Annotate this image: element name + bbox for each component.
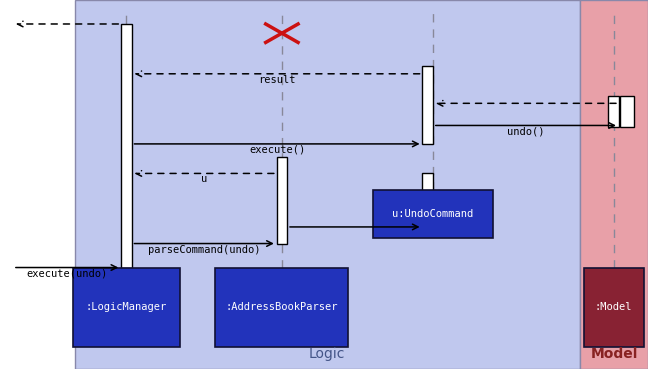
Bar [75,0,580,369]
Bar [580,0,648,369]
FancyBboxPatch shape [608,96,619,127]
Text: :AddressBookParser: :AddressBookParser [226,302,338,312]
Text: execute(): execute() [249,145,305,155]
Text: Model: Model [590,347,638,361]
Text: u: u [201,175,207,184]
FancyBboxPatch shape [583,268,643,347]
Text: parseCommand(undo): parseCommand(undo) [148,245,260,255]
Text: u:UndoCommand: u:UndoCommand [392,209,474,219]
FancyBboxPatch shape [373,190,492,238]
FancyBboxPatch shape [215,268,349,347]
Text: :LogicManager: :LogicManager [86,302,167,312]
Text: result: result [259,75,295,85]
FancyBboxPatch shape [422,66,433,144]
Text: execute(undo): execute(undo) [27,269,108,279]
Text: :Model: :Model [595,302,632,312]
Text: Logic: Logic [309,347,345,361]
FancyBboxPatch shape [73,268,180,347]
FancyBboxPatch shape [620,96,634,127]
Text: undo(): undo() [507,127,544,137]
FancyBboxPatch shape [277,157,287,244]
FancyBboxPatch shape [121,24,132,268]
FancyBboxPatch shape [422,173,433,208]
